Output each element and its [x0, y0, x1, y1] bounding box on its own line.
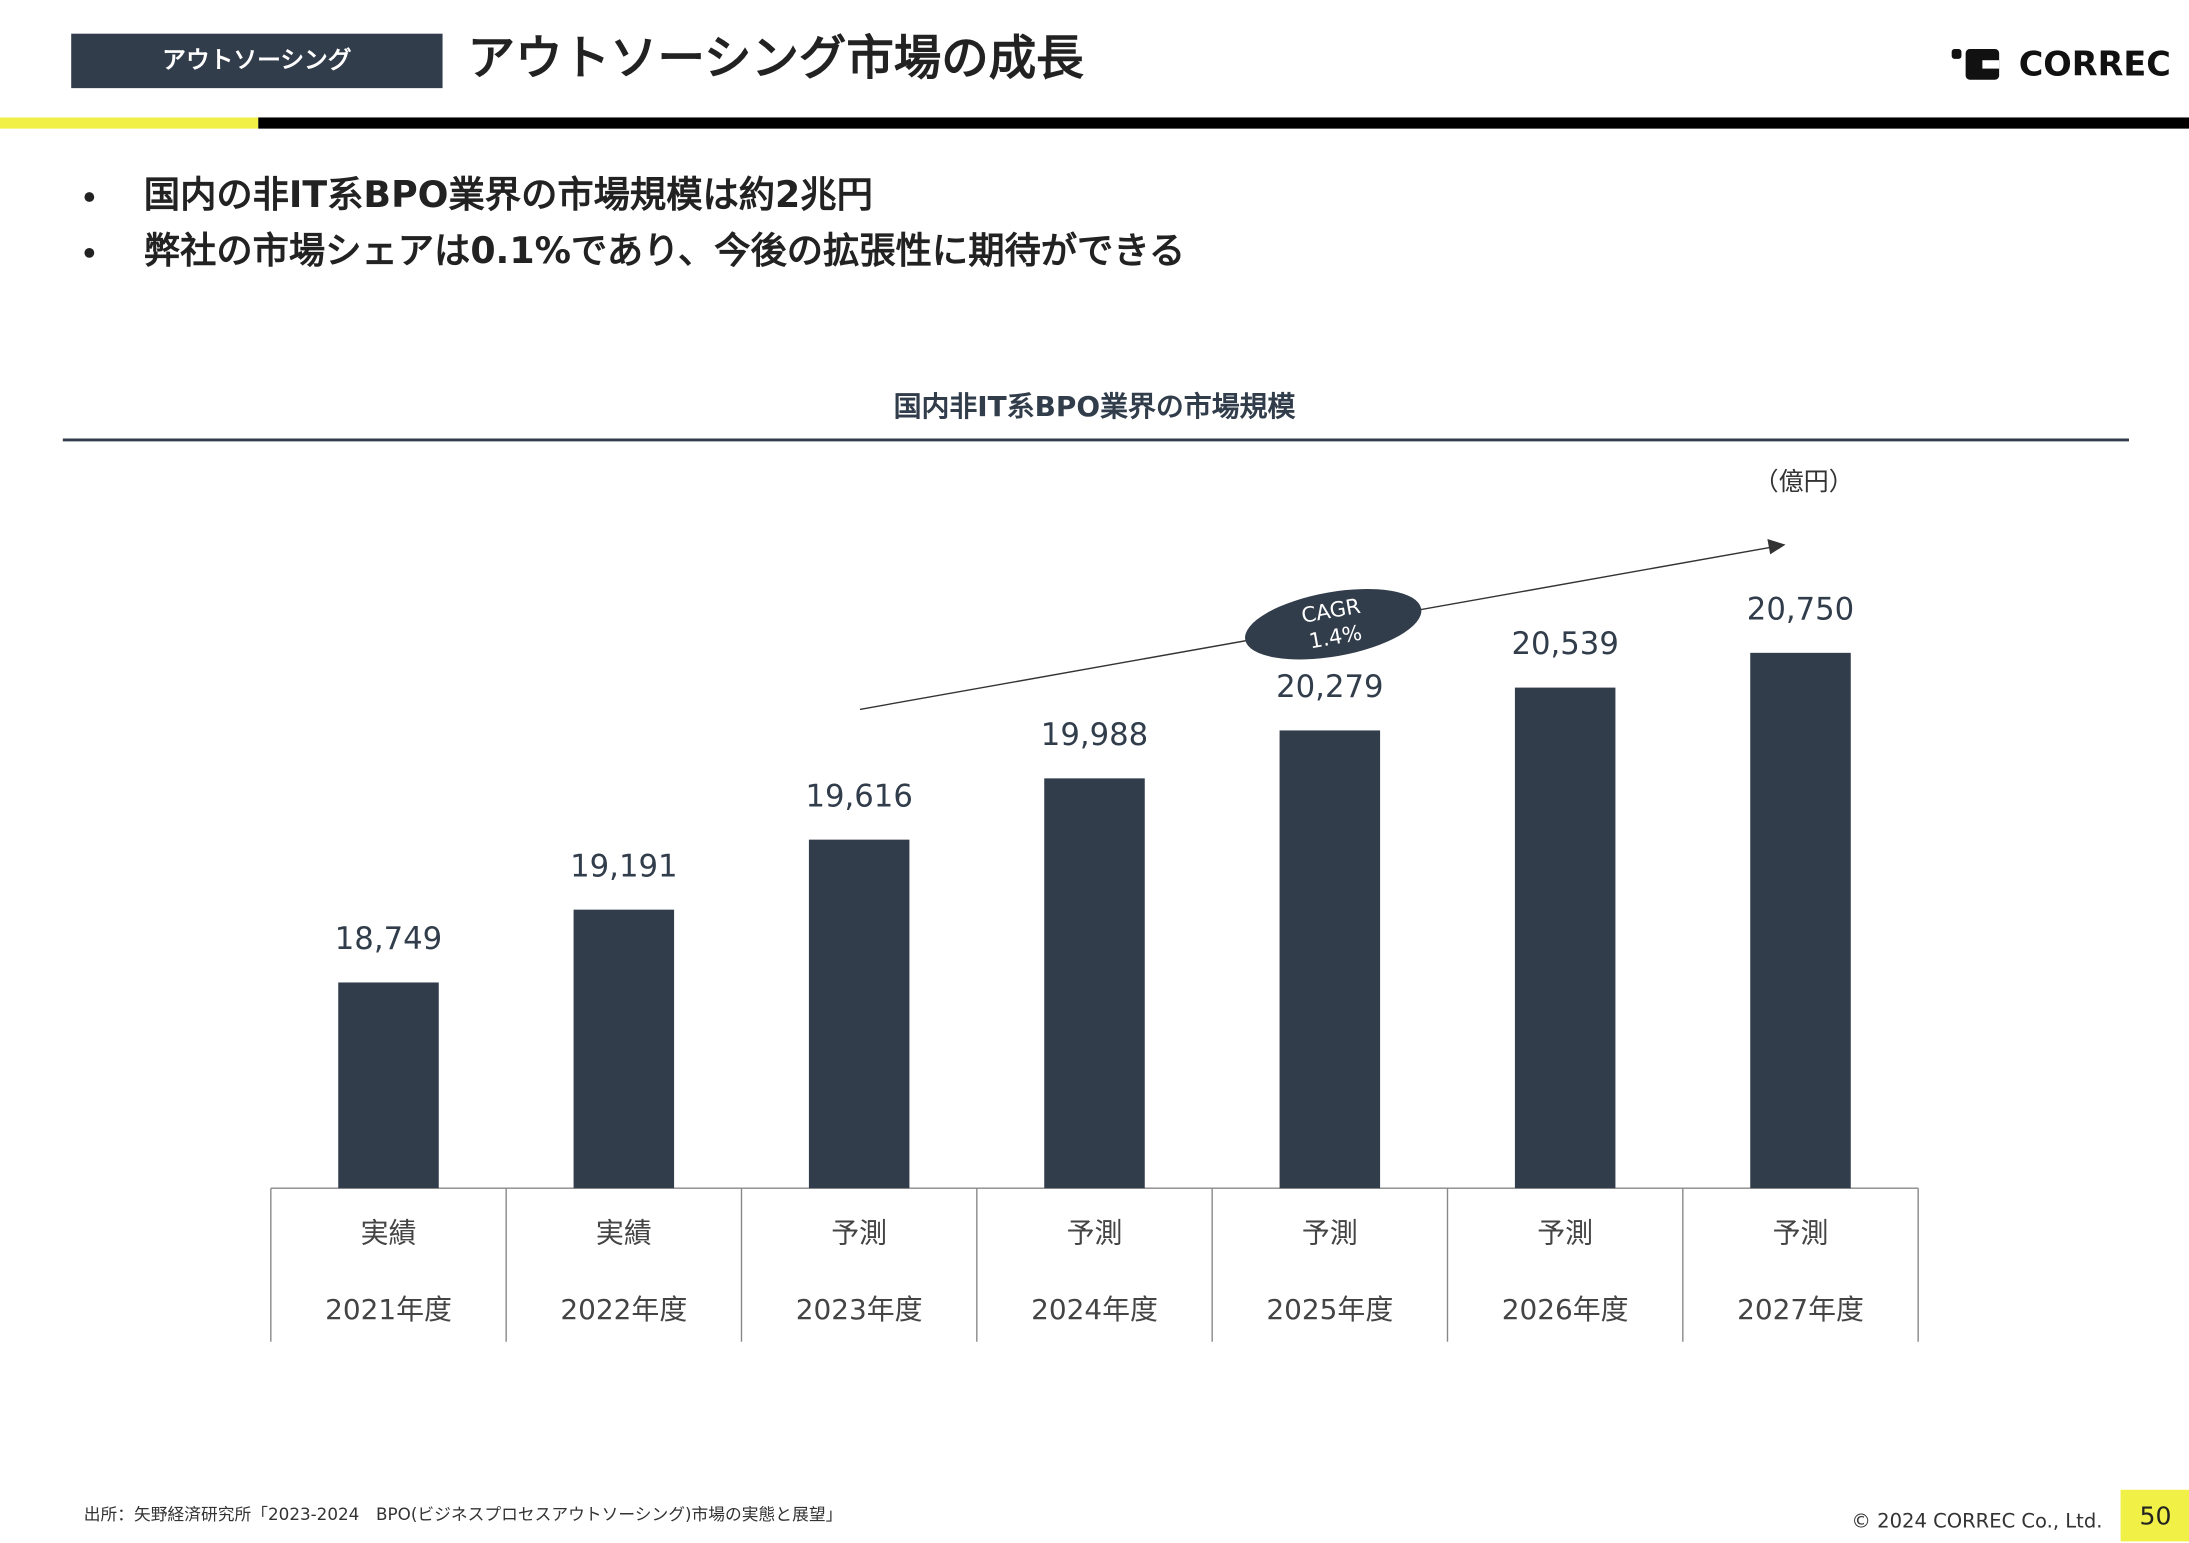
data-label: 19,191 [570, 848, 677, 884]
category-group: 予測 [1773, 1216, 1829, 1249]
bullet: 弊社の市場シェアは0.1%であり、今後の拡張性に期待ができる [144, 229, 1185, 272]
data-label: 20,750 [1747, 591, 1854, 627]
category-group: 予測 [1537, 1216, 1593, 1249]
cagr-badge [1245, 588, 1422, 660]
category-group: 予測 [1067, 1216, 1123, 1249]
trend-arrowhead [1767, 539, 1786, 555]
copyright: © 2024 CORREC Co., Ltd. [1851, 1509, 2102, 1532]
header-title: アウトソーシング市場の成長 [468, 32, 1084, 87]
header-rule [258, 117, 2189, 129]
logo-icon [1951, 49, 1962, 59]
x-tick-label: 2021年度 [325, 1293, 452, 1326]
logo-icon [1982, 60, 2000, 69]
header-tag-box [71, 33, 443, 89]
bar [1750, 652, 1851, 1189]
category-group: 予測 [831, 1216, 887, 1249]
x-tick-label: 2024年度 [1031, 1293, 1158, 1326]
category-group: 予測 [1302, 1216, 1358, 1249]
x-tick-label: 2026年度 [1502, 1293, 1629, 1326]
bar [1279, 730, 1381, 1189]
x-tick-label: 2022年度 [560, 1293, 687, 1326]
header-rule-accent [0, 117, 259, 129]
bullet: 国内の非IT系BPO業界の市場規模は約2兆円 [144, 173, 873, 216]
bar [338, 982, 439, 1189]
bullet-dot [84, 247, 95, 258]
page-number: 50 [2140, 1502, 2172, 1531]
category-group: 実績 [596, 1216, 652, 1249]
header-tag: アウトソーシング [162, 46, 352, 74]
data-label: 20,539 [1511, 626, 1618, 662]
x-tick-label: 2027年度 [1737, 1293, 1864, 1326]
bar [1514, 687, 1616, 1189]
x-tick-label: 2023年度 [796, 1293, 923, 1326]
category-group: 実績 [361, 1216, 417, 1249]
unit-label: （億円） [1753, 467, 1853, 496]
bullet-dot [84, 192, 95, 202]
logo: CORREC [2019, 44, 2171, 83]
bar [1044, 778, 1145, 1189]
data-label: 19,988 [1041, 717, 1148, 753]
x-tick-label: 2025年度 [1266, 1293, 1393, 1326]
source: 出所：矢野経済研究所「2023-2024 BPO(ビジネスプロセスアウトソーシン… [84, 1504, 843, 1524]
chart-title: 国内非IT系BPO業界の市場規模 [894, 390, 1296, 423]
data-label: 18,749 [335, 921, 442, 957]
bar [808, 839, 910, 1189]
data-label: 19,616 [805, 778, 912, 814]
data-label: 20,279 [1276, 669, 1383, 705]
page-box [2120, 1489, 2189, 1542]
bar [573, 909, 675, 1189]
